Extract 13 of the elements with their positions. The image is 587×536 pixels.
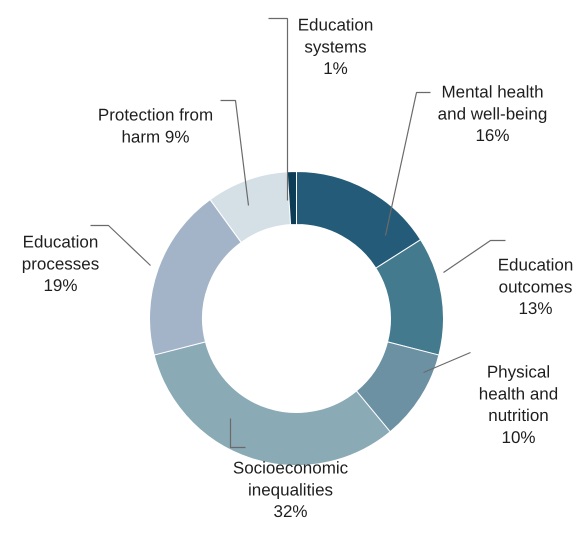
data-label: 13% [518,299,553,318]
slice-label: Mental health and well-being [438,82,548,124]
slice-label: Education processes [22,232,100,274]
data-label: 16% [475,126,510,146]
data-label: 1% [323,59,348,78]
data-label: 19% [43,276,78,296]
data-label: 10% [501,428,536,448]
data-label: 32% [273,502,308,522]
slice-label: Protection from harm 9% [98,106,214,146]
slice-label: Education systems [298,16,374,56]
slice-label: Education outcomes [498,256,574,296]
slice-label: Socioeconomic inequalities [232,458,349,500]
slice-label: Physical health and nutrition [478,362,558,426]
